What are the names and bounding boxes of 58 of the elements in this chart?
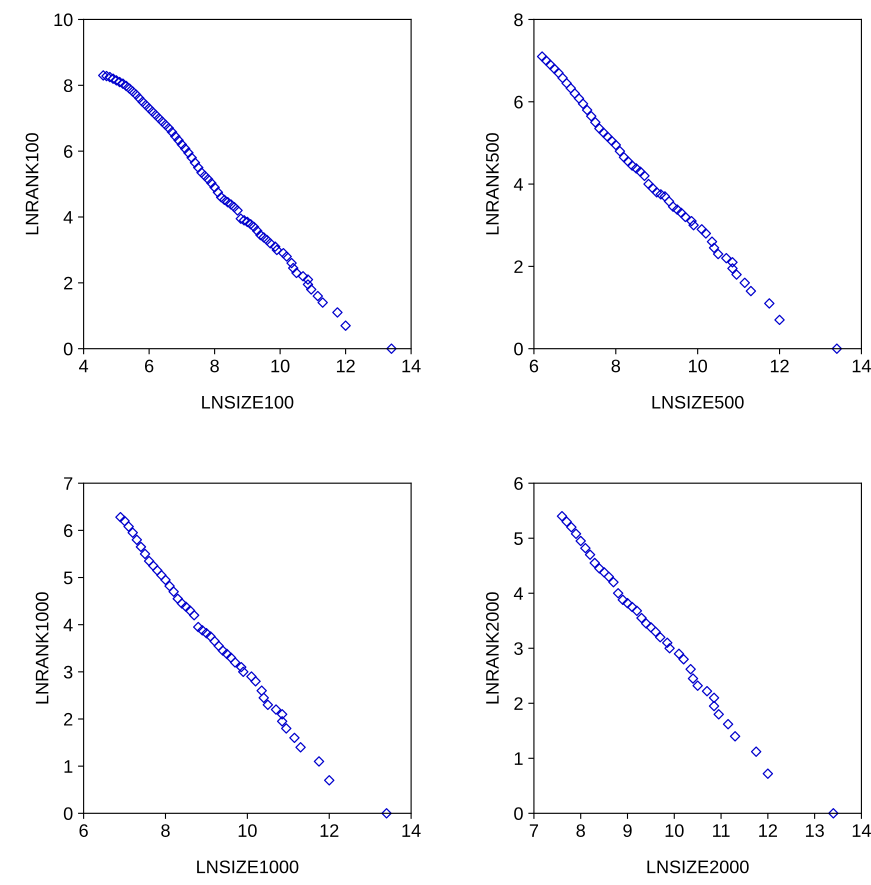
x-tick-label: 10 [271, 360, 290, 372]
y-axis-title: LNRANK100 [26, 133, 38, 234]
y-tick-label: 2 [514, 697, 523, 710]
x-tick-label: 13 [806, 824, 824, 837]
x-tick-label: 8 [612, 360, 620, 372]
y-tick-label: 0 [514, 342, 523, 356]
x-tick-label: 8 [161, 824, 170, 837]
y-tick-label: 3 [64, 666, 72, 679]
y-tick-label: 2 [64, 712, 72, 726]
y-axis-title: LNRANK1000 [36, 592, 48, 704]
x-axis-title: LNSIZE100 [202, 396, 294, 409]
x-tick-label: 11 [713, 824, 730, 837]
x-tick-label: 7 [530, 824, 538, 837]
y-tick-label: 4 [514, 178, 523, 191]
x-tick-label: 10 [666, 824, 684, 837]
y-tick-label: 5 [64, 572, 72, 584]
x-tick-label: 4 [79, 360, 88, 372]
y-tick-label: 7 [64, 477, 72, 490]
y-tick-label: 6 [64, 145, 72, 158]
y-tick-label: 4 [514, 587, 523, 600]
x-tick-label: 6 [530, 360, 538, 372]
y-tick-label: 10 [54, 13, 72, 26]
y-tick-label: 6 [64, 524, 72, 538]
y-tick-label: 4 [64, 211, 73, 224]
y-tick-label: 0 [64, 807, 72, 820]
x-tick-label: 12 [336, 360, 355, 372]
y-tick-label: 2 [514, 260, 523, 273]
y-tick-label: 2 [64, 276, 72, 290]
x-tick-label: 14 [402, 360, 421, 372]
y-axis-title: LNRANK500 [486, 133, 499, 234]
y-tick-label: 0 [514, 807, 523, 820]
y-tick-label: 6 [514, 96, 523, 108]
y-tick-label: 6 [514, 477, 523, 490]
x-tick-label: 12 [759, 824, 777, 837]
x-tick-label: 6 [80, 824, 88, 837]
y-tick-label: 8 [514, 13, 523, 26]
y-tick-label: 0 [64, 342, 72, 356]
x-tick-label: 12 [770, 360, 789, 372]
y-tick-label: 8 [64, 79, 72, 92]
x-tick-label: 9 [623, 824, 632, 837]
x-axis-title: LNSIZE1000 [197, 860, 298, 874]
x-axis-title: LNSIZE500 [652, 396, 744, 409]
y-tick-label: 1 [514, 752, 523, 765]
x-tick-label: 10 [238, 824, 257, 837]
y-axis-title: LNRANK2000 [486, 592, 499, 704]
y-tick-label: 5 [514, 532, 523, 545]
y-tick-label: 1 [64, 760, 72, 773]
x-tick-label: 14 [852, 824, 871, 837]
x-tick-label: 6 [145, 360, 154, 372]
x-tick-label: 10 [689, 360, 708, 372]
x-tick-label: 14 [852, 360, 871, 372]
x-tick-label: 8 [576, 824, 585, 837]
y-tick-label: 4 [64, 618, 73, 632]
x-tick-label: 14 [402, 824, 421, 837]
y-tick-label: 3 [514, 642, 523, 655]
x-axis-title: LNSIZE2000 [647, 860, 749, 874]
x-tick-label: 8 [210, 360, 219, 372]
x-tick-label: 12 [320, 824, 338, 837]
